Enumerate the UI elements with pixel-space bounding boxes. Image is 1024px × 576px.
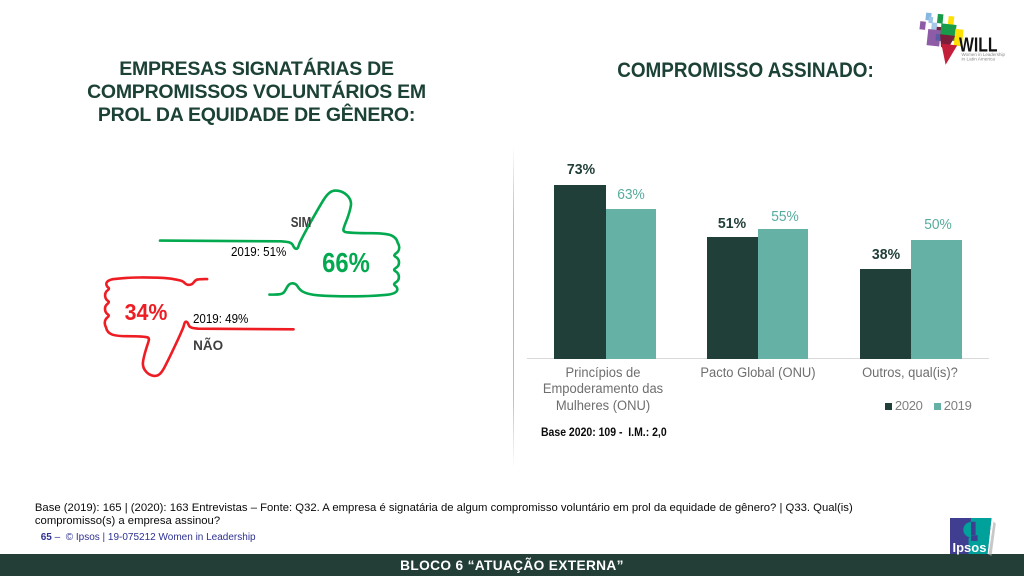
- svg-text:Women in Leadership: Women in Leadership: [962, 52, 1006, 57]
- svg-text:Ipsos: Ipsos: [953, 540, 987, 555]
- svg-text:in Latin America: in Latin America: [962, 57, 996, 62]
- svg-text:WILL: WILL: [959, 33, 998, 56]
